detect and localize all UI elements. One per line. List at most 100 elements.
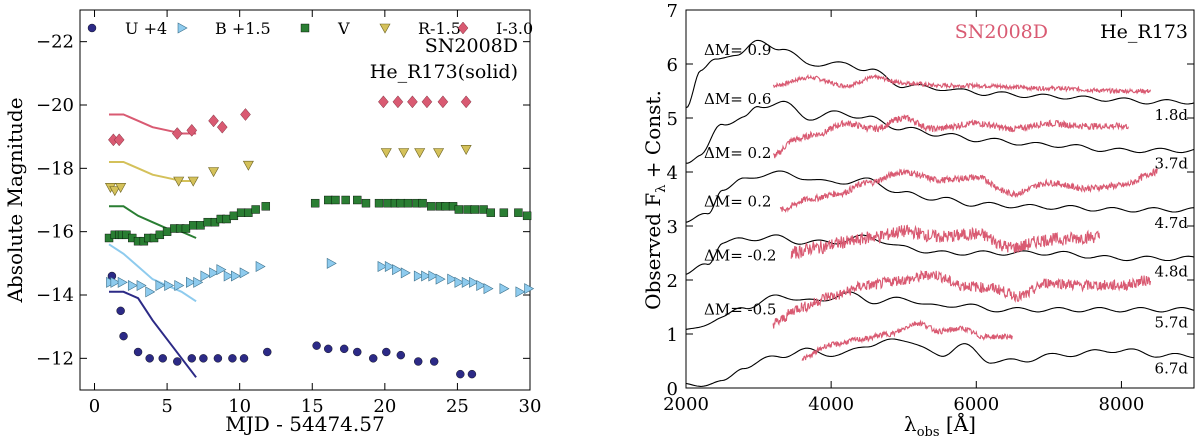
right-observed-spectrum	[790, 224, 1101, 260]
left-legend-label: I-3.0	[496, 19, 533, 38]
left-legend-marker	[87, 23, 97, 33]
left-data-point	[454, 276, 465, 288]
left-data-point	[499, 283, 510, 295]
right-observed-spectrum	[801, 319, 1013, 361]
left-data-point	[127, 279, 138, 292]
right-observed-spectrum	[772, 114, 1129, 159]
left-data-point	[341, 195, 350, 205]
left-data-point	[382, 347, 391, 357]
left-legend-label: B +1.5	[215, 19, 271, 38]
left-data-point	[216, 120, 228, 134]
left-data-point	[251, 205, 260, 214]
left-data-point	[361, 198, 371, 208]
right-model-spectrum	[685, 338, 1195, 387]
left-data-point	[174, 279, 185, 292]
left-data-point	[407, 95, 418, 109]
left-data-point	[447, 273, 458, 285]
left-annotation-model: He_R173(solid)	[370, 61, 518, 83]
left-x-tick-label: 0	[89, 396, 100, 417]
left-legend-label: V	[337, 19, 350, 38]
left-data-point	[483, 283, 494, 295]
left-y-tick-label: −20	[36, 95, 74, 116]
left-data-point	[524, 283, 535, 295]
left-data-point	[187, 176, 199, 187]
left-data-point	[421, 270, 432, 282]
left-data-point	[396, 350, 406, 360]
left-data-point	[421, 95, 433, 109]
right-delta-m-label: ΔM= 0.6	[704, 90, 771, 108]
left-data-point	[145, 354, 154, 363]
left-legend-marker	[177, 22, 188, 34]
left-data-point	[181, 224, 191, 233]
left-y-tick-label: −14	[36, 285, 74, 306]
left-data-point	[193, 276, 204, 288]
left-annotation-sn: SN2008D	[425, 35, 518, 57]
left-legend-marker	[300, 23, 310, 33]
left-data-point	[223, 270, 234, 282]
left-data-point	[324, 344, 333, 354]
right-y-tick-label: 0	[667, 379, 678, 400]
left-y-tick-label: −12	[36, 348, 74, 369]
left-data-point	[414, 148, 426, 159]
right-epoch-label: 4.8d	[1155, 262, 1189, 280]
right-x-tick-label: 8000	[1099, 394, 1145, 415]
left-data-point	[203, 217, 212, 227]
left-data-point	[476, 279, 487, 292]
left-y-tick-label: −18	[36, 158, 74, 179]
left-data-point	[164, 279, 175, 292]
right-y-tick-label: 2	[667, 271, 678, 292]
left-data-point	[400, 267, 411, 279]
left-data-point	[486, 208, 496, 217]
left-data-point	[310, 198, 320, 208]
left-data-point	[374, 198, 384, 208]
left-data-point	[228, 354, 237, 363]
right-y-tick-label: 1	[667, 325, 678, 346]
left-legend-label: U +4	[125, 19, 167, 38]
left-data-point	[213, 354, 223, 363]
right-y-tick-label: 3	[667, 217, 678, 238]
right-y-axis-label: Observed Fλ + Const.	[641, 90, 669, 310]
left-data-point	[116, 306, 125, 316]
left-data-point	[222, 214, 231, 224]
left-model-curve	[109, 290, 197, 378]
left-data-point	[454, 205, 464, 214]
right-model-spectrum	[685, 291, 1195, 330]
left-data-point	[377, 260, 388, 273]
left-data-point	[187, 354, 196, 363]
left-data-point	[429, 357, 439, 366]
right-model-spectrum	[685, 39, 1195, 109]
right-x-axis-label: λobs [Å]	[904, 411, 976, 440]
right-epoch-label: 3.7d	[1155, 154, 1189, 172]
left-data-point	[199, 354, 208, 363]
left-data-point	[196, 221, 205, 230]
left-data-point	[244, 208, 253, 217]
right-epoch-label: 6.7d	[1155, 360, 1189, 378]
left-data-point	[242, 160, 254, 171]
left-data-point	[479, 205, 488, 214]
left-data-point	[467, 369, 477, 379]
left-data-point	[240, 108, 251, 121]
left-x-tick-label: 30	[519, 396, 542, 417]
left-data-point	[117, 276, 128, 288]
left-x-tick-label: 20	[373, 396, 396, 417]
left-data-point	[113, 133, 125, 147]
right-plot-frame	[685, 9, 1195, 389]
right-model-spectrum	[685, 234, 1195, 275]
right-model-spectrum	[686, 100, 1195, 164]
left-data-point	[208, 167, 220, 178]
left-data-point	[456, 369, 465, 379]
right-epoch-label: 5.7d	[1155, 314, 1189, 332]
left-data-point	[378, 95, 389, 109]
left-model-curve	[108, 243, 197, 303]
left-data-point	[173, 176, 185, 187]
left-data-point	[236, 208, 246, 217]
right-x-tick-label: 6000	[953, 394, 999, 415]
left-data-point	[186, 276, 196, 288]
right-delta-m-label: ΔM= -0.5	[704, 300, 776, 318]
left-data-point	[392, 264, 403, 276]
left-data-point	[110, 276, 121, 288]
right-observed-spectrum	[772, 270, 1152, 329]
left-data-point	[380, 148, 392, 159]
left-data-point	[433, 148, 445, 159]
light-curve-panel: 0 5 10 15 20 25 30 −12 −14 −16 −18 −20 −22 U +4 B +1.…	[3, 9, 542, 436]
